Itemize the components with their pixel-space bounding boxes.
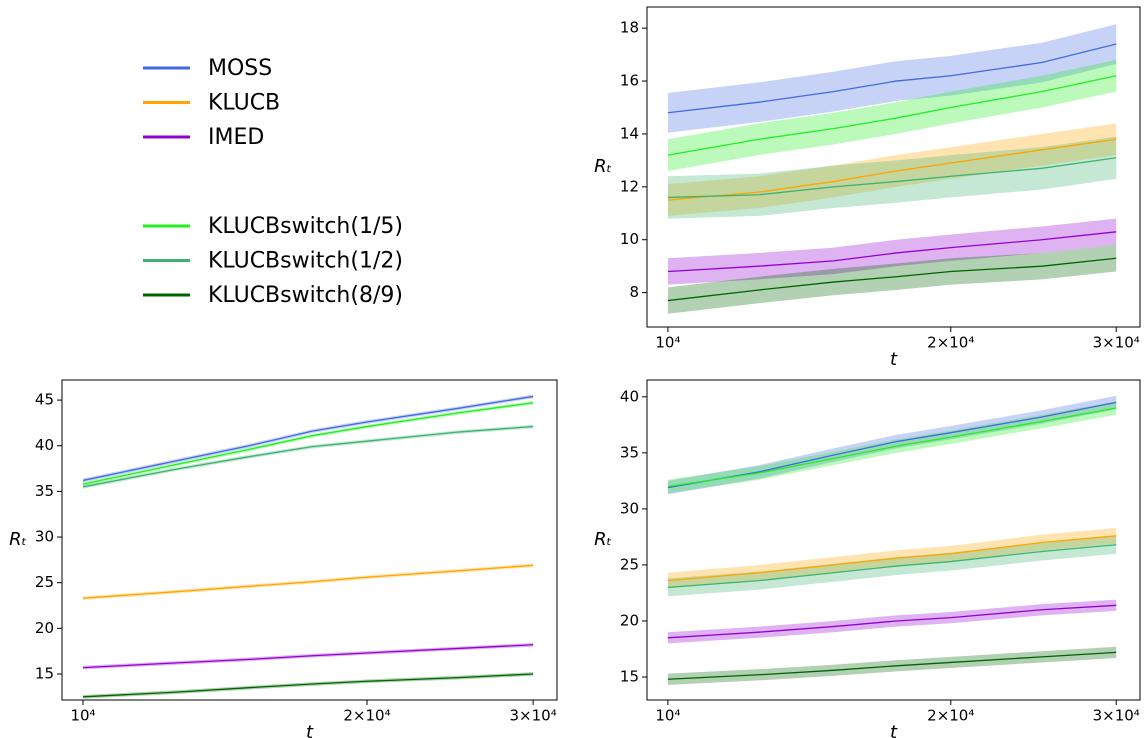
series-line — [667, 544, 1117, 589]
confidence-band — [667, 136, 1117, 219]
series-line — [82, 673, 534, 698]
confidence-band — [667, 24, 1117, 133]
y-tick-label: 14 — [620, 124, 639, 142]
x-tick-label: 2×10⁴ — [343, 707, 390, 725]
series-line — [667, 651, 1117, 680]
y-tick-label: 35 — [620, 443, 639, 461]
y-tick-label: 20 — [35, 619, 54, 637]
x-tick-label: 10⁴ — [70, 707, 95, 725]
y-tick-label: 30 — [35, 528, 54, 546]
y-axis-label: Rₜ — [594, 529, 612, 550]
y-axis-label: Rₜ — [9, 529, 27, 550]
y-tick-label: 40 — [35, 436, 54, 454]
confidence-band — [667, 218, 1117, 285]
series-line — [82, 564, 534, 599]
axes-frame — [646, 379, 1141, 701]
y-tick-label: 8 — [629, 283, 639, 301]
series-line — [667, 138, 1117, 201]
series-line — [667, 157, 1117, 199]
y-axis-label: Rₜ — [594, 156, 612, 177]
x-axis-label: t — [890, 349, 898, 370]
y-tick-label: 30 — [620, 499, 639, 517]
series-line — [667, 604, 1117, 639]
legend-label: MOSS — [208, 56, 272, 81]
x-axis-label: t — [890, 722, 898, 738]
x-axis-label: t — [306, 722, 314, 738]
y-tick-label: 10 — [620, 230, 639, 248]
confidence-band — [667, 59, 1117, 171]
y-tick-label: 18 — [620, 19, 639, 37]
y-tick-label: 25 — [35, 573, 54, 591]
series-line — [82, 425, 534, 488]
series-line — [82, 395, 534, 482]
series-line — [667, 401, 1117, 489]
axes-frame — [61, 379, 558, 701]
confidence-band — [667, 395, 1117, 495]
x-tick-label: 3×10⁴ — [1093, 334, 1140, 352]
series-line — [667, 43, 1117, 114]
y-tick-label: 12 — [620, 177, 639, 195]
series-line — [667, 231, 1117, 273]
x-tick-label: 3×10⁴ — [510, 707, 557, 725]
y-tick-label: 15 — [620, 668, 639, 686]
x-tick-label: 10⁴ — [655, 707, 680, 725]
y-tick-label: 15 — [35, 664, 54, 682]
x-tick-label: 10⁴ — [655, 334, 680, 352]
legend-label: KLUCB — [208, 91, 280, 116]
y-tick-label: 16 — [620, 72, 639, 90]
y-tick-label: 25 — [620, 555, 639, 573]
y-tick-label: 35 — [35, 482, 54, 500]
y-tick-label: 45 — [35, 391, 54, 409]
legend-label: IMED — [208, 125, 264, 150]
x-tick-label: 2×10⁴ — [927, 334, 974, 352]
x-tick-label: 2×10⁴ — [927, 707, 974, 725]
series-line — [667, 407, 1117, 488]
y-tick-label: 40 — [620, 387, 639, 405]
confidence-band — [83, 424, 534, 489]
series-line — [667, 257, 1117, 302]
x-tick-label: 3×10⁴ — [1093, 707, 1140, 725]
axes-frame — [646, 6, 1141, 328]
legend-label: KLUCBswitch(8/9) — [208, 283, 403, 308]
y-tick-label: 20 — [620, 611, 639, 629]
legend-label: KLUCBswitch(1/5) — [208, 214, 403, 239]
series-line — [82, 402, 534, 485]
series-line — [667, 535, 1117, 582]
series-line — [82, 644, 534, 669]
confidence-band — [667, 245, 1117, 314]
series-line — [667, 75, 1117, 156]
legend-label: KLUCBswitch(1/2) — [208, 249, 403, 274]
confidence-band — [83, 672, 534, 699]
